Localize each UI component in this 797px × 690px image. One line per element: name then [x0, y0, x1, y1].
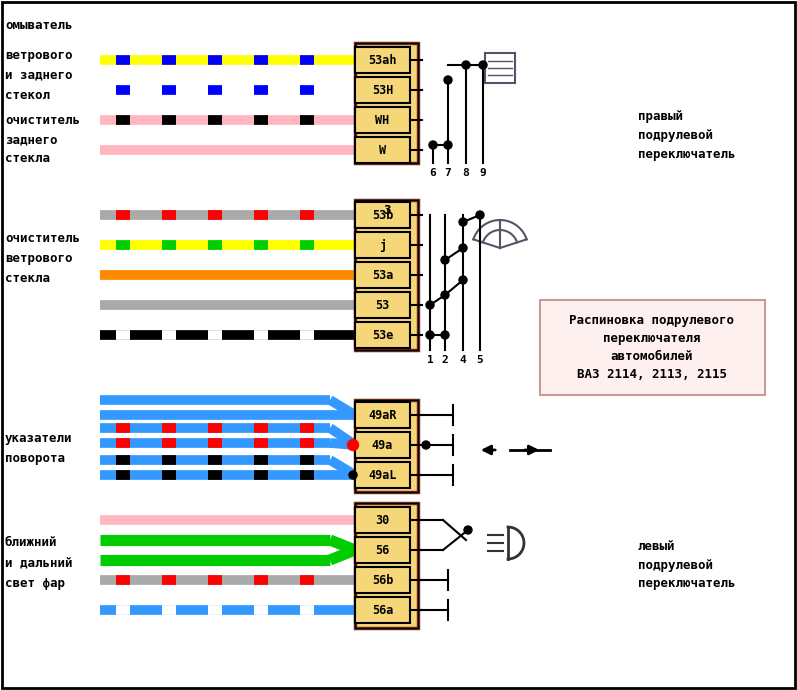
- Text: WH: WH: [375, 113, 390, 126]
- Text: стекла: стекла: [5, 152, 50, 164]
- Text: 56b: 56b: [372, 573, 393, 586]
- Bar: [355, 400, 418, 492]
- Bar: [355, 202, 410, 228]
- Text: ветрового: ветрового: [5, 48, 73, 61]
- Text: 53H: 53H: [372, 83, 393, 97]
- Circle shape: [429, 141, 437, 149]
- Bar: [355, 43, 418, 163]
- Bar: [355, 503, 418, 628]
- Bar: [355, 432, 410, 458]
- Text: 53ah: 53ah: [368, 54, 397, 66]
- Text: 2: 2: [442, 355, 449, 365]
- Text: омыватель: омыватель: [5, 19, 73, 32]
- Circle shape: [444, 76, 452, 84]
- Bar: [355, 200, 418, 350]
- Text: свет фар: свет фар: [5, 577, 65, 589]
- Text: 56: 56: [375, 544, 390, 557]
- Text: левый
подрулевой
переключатель: левый подрулевой переключатель: [638, 540, 736, 591]
- Text: и дальний: и дальний: [5, 557, 73, 569]
- Bar: [355, 200, 418, 350]
- Bar: [355, 322, 410, 348]
- Circle shape: [462, 61, 470, 69]
- Bar: [355, 400, 418, 492]
- Text: поворота: поворота: [5, 451, 65, 464]
- Text: и заднего: и заднего: [5, 68, 73, 81]
- Circle shape: [459, 276, 467, 284]
- Circle shape: [422, 441, 430, 449]
- Circle shape: [464, 526, 472, 534]
- Bar: [355, 107, 410, 133]
- Text: 6: 6: [430, 168, 437, 178]
- Text: W: W: [379, 144, 386, 157]
- Text: 30: 30: [375, 513, 390, 526]
- Circle shape: [479, 61, 487, 69]
- Bar: [540, 300, 765, 395]
- Text: 4: 4: [460, 355, 466, 365]
- Bar: [355, 43, 418, 163]
- Text: 49aR: 49aR: [368, 408, 397, 422]
- Text: 3: 3: [383, 204, 391, 217]
- Circle shape: [426, 331, 434, 339]
- Text: 5: 5: [477, 355, 483, 365]
- Bar: [355, 232, 410, 258]
- Text: 8: 8: [462, 168, 469, 178]
- Bar: [355, 137, 410, 163]
- Bar: [355, 537, 410, 563]
- Text: 49a: 49a: [372, 439, 393, 451]
- Text: 1: 1: [426, 355, 434, 365]
- Circle shape: [441, 291, 449, 299]
- Text: Распиновка подрулевого
переключателя
автомобилей
ВАЗ 2114, 2113, 2115: Распиновка подрулевого переключателя авт…: [570, 313, 735, 380]
- Text: стекол: стекол: [5, 88, 50, 101]
- Bar: [355, 262, 410, 288]
- Text: 56a: 56a: [372, 604, 393, 616]
- Text: 53a: 53a: [372, 268, 393, 282]
- Circle shape: [441, 331, 449, 339]
- Bar: [355, 503, 418, 628]
- Bar: [355, 567, 410, 593]
- Text: 53e: 53e: [372, 328, 393, 342]
- Bar: [355, 597, 410, 623]
- Circle shape: [441, 256, 449, 264]
- Text: указатели: указатели: [5, 431, 73, 444]
- Text: очиститель: очиститель: [5, 232, 80, 244]
- Bar: [355, 47, 410, 73]
- Text: ближний: ближний: [5, 537, 57, 549]
- Circle shape: [476, 211, 484, 219]
- Text: заднего: заднего: [5, 133, 57, 146]
- Text: j: j: [379, 239, 386, 251]
- Text: 53: 53: [375, 299, 390, 311]
- Circle shape: [349, 471, 357, 479]
- Bar: [355, 77, 410, 103]
- Text: 9: 9: [480, 168, 486, 178]
- Text: очиститель: очиститель: [5, 113, 80, 126]
- Circle shape: [444, 141, 452, 149]
- Circle shape: [459, 218, 467, 226]
- Bar: [355, 292, 410, 318]
- Text: правый
подрулевой
переключатель: правый подрулевой переключатель: [638, 110, 736, 161]
- Bar: [355, 507, 410, 533]
- Text: 49aL: 49aL: [368, 469, 397, 482]
- Text: ветрового: ветрового: [5, 251, 73, 264]
- Bar: [355, 462, 410, 488]
- Text: стекла: стекла: [5, 271, 50, 284]
- Bar: [355, 402, 410, 428]
- Circle shape: [347, 440, 359, 451]
- Circle shape: [426, 301, 434, 309]
- Text: 53b: 53b: [372, 208, 393, 221]
- Circle shape: [459, 244, 467, 252]
- Text: 7: 7: [445, 168, 451, 178]
